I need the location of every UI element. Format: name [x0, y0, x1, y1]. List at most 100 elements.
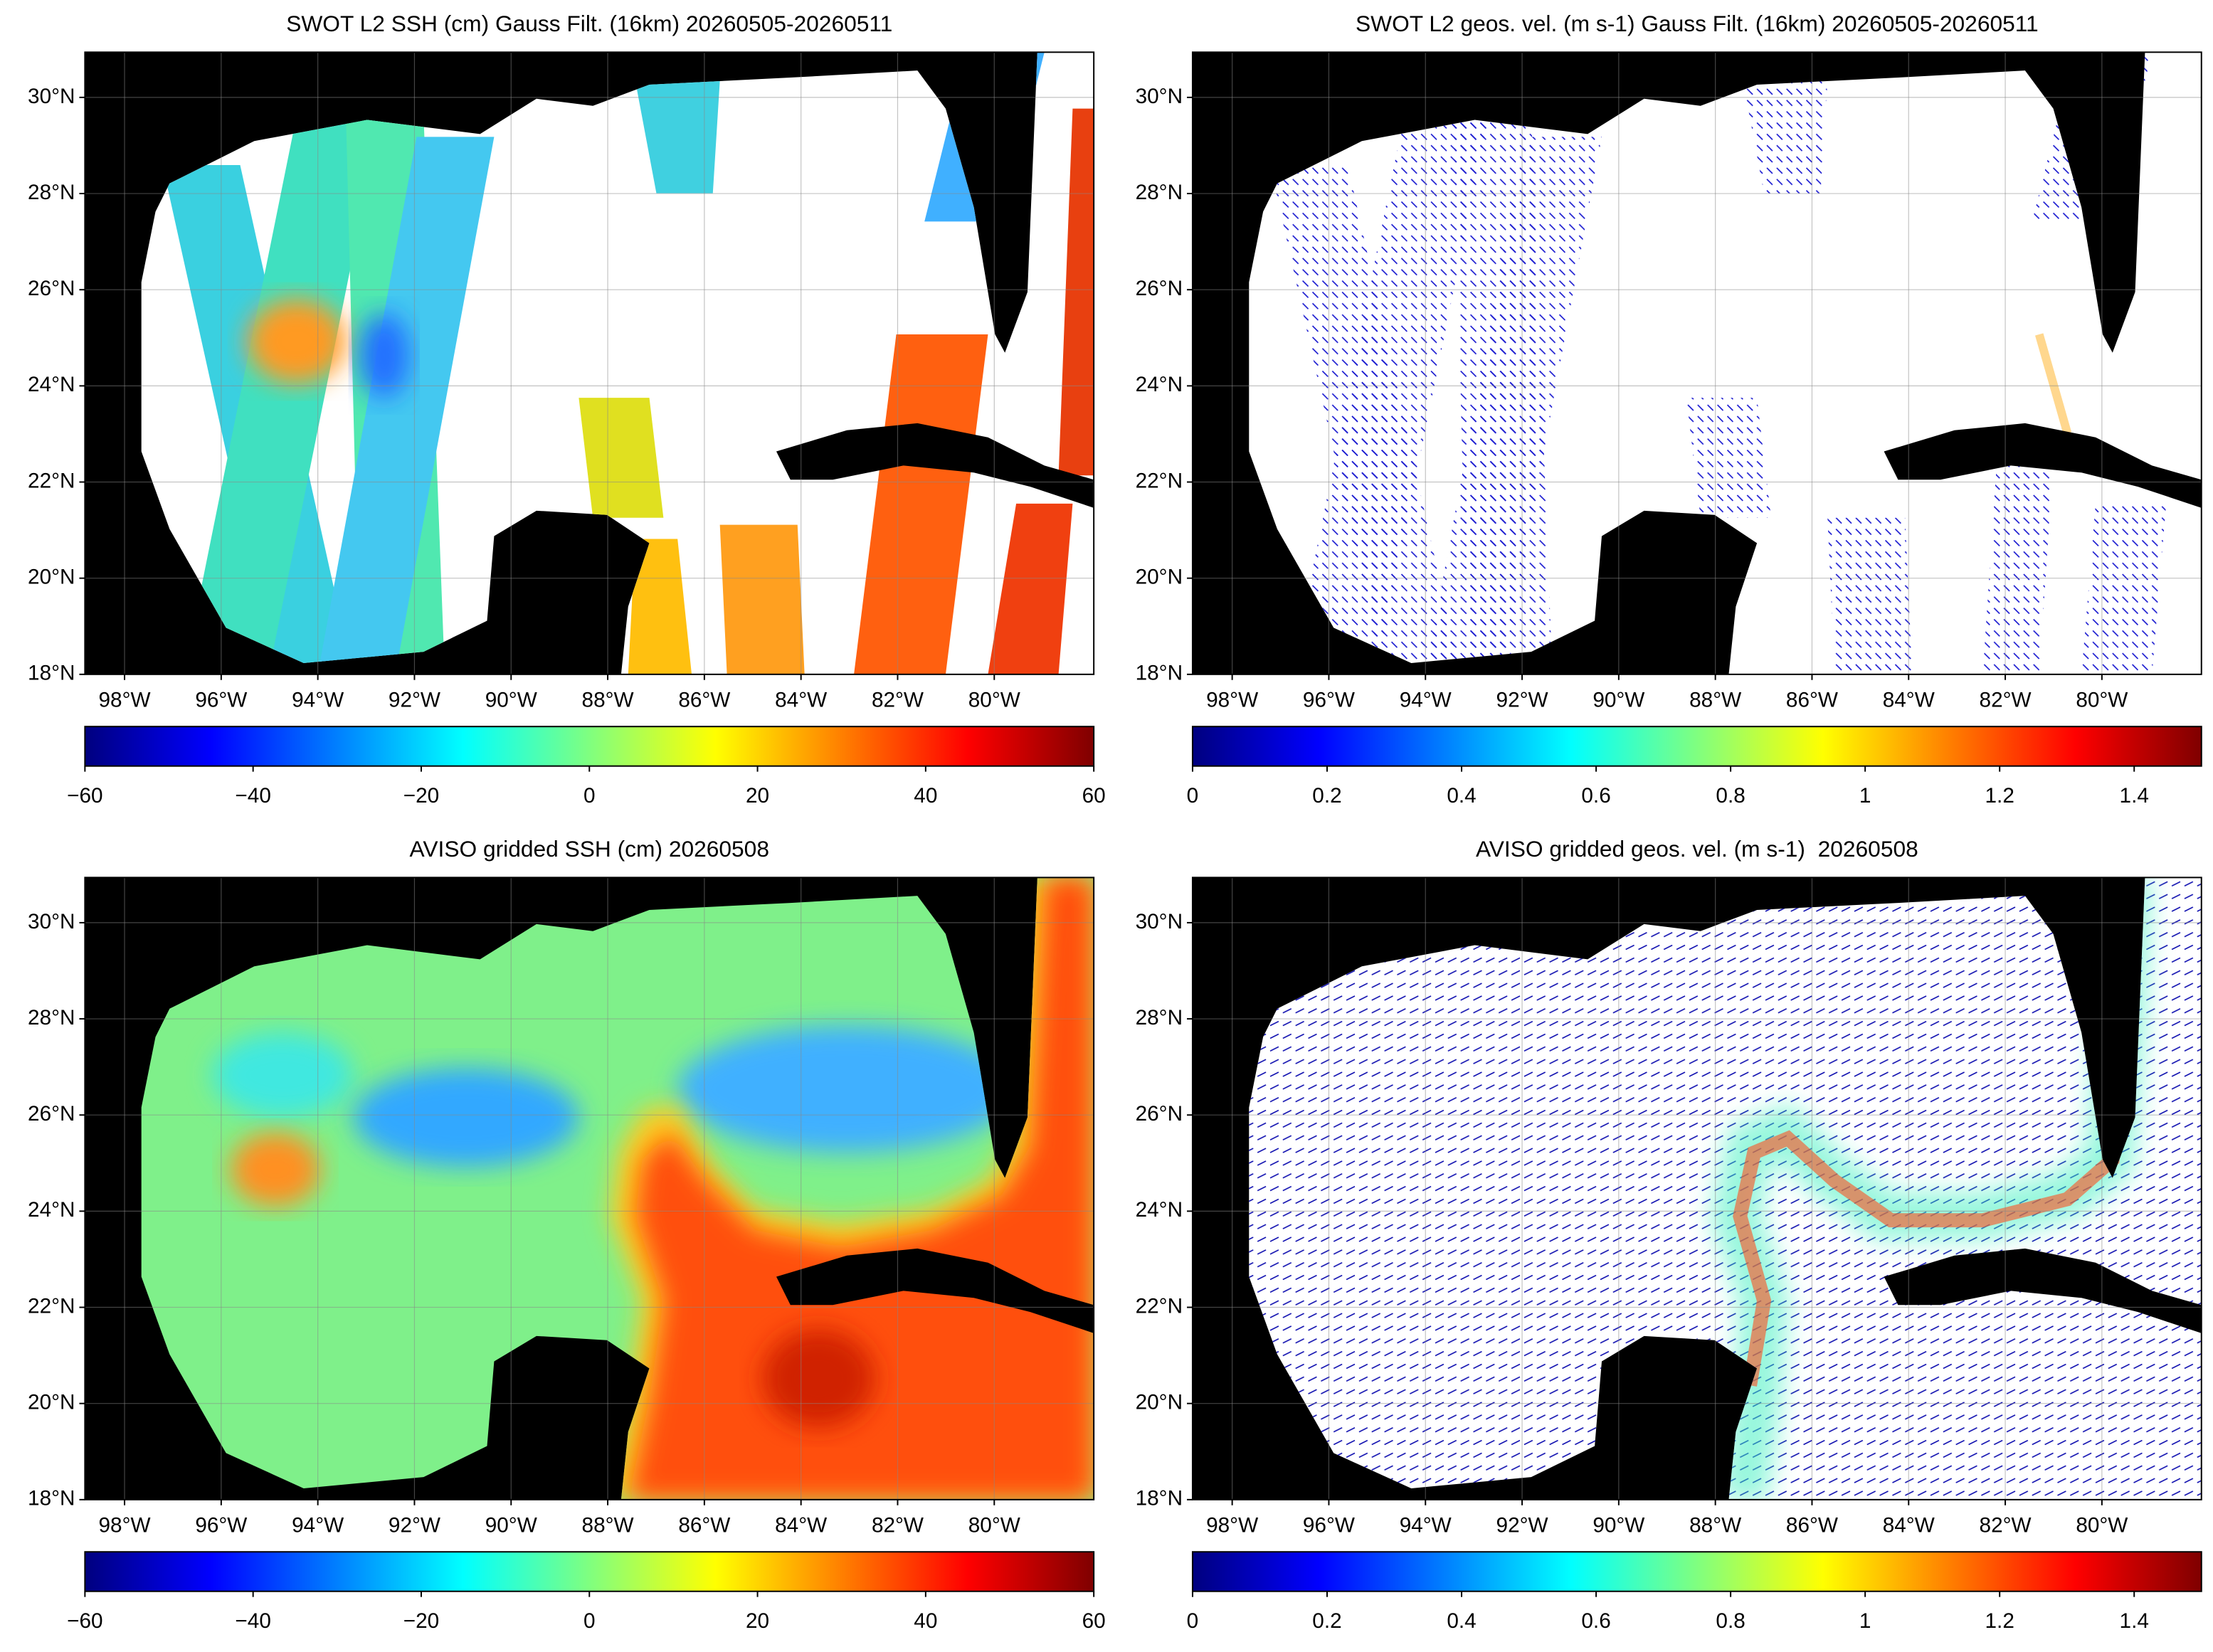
- map-swot-ssh: [85, 52, 1094, 674]
- x-tick-label: 98°W: [1206, 1513, 1258, 1537]
- colorbar-tick-label: −20: [403, 784, 439, 808]
- colorbar-tick-label: −60: [67, 1609, 102, 1633]
- x-tick-label: 94°W: [1400, 1513, 1452, 1537]
- panel-title: AVISO gridded geos. vel. (m s-1) 2026050…: [1476, 836, 1918, 862]
- colorbar-tick-label: 0.6: [1581, 784, 1610, 808]
- swaths: [162, 52, 1094, 674]
- x-tick-label: 90°W: [1593, 1513, 1644, 1537]
- map-frame: [1191, 51, 2202, 675]
- x-tick-label: 92°W: [389, 1513, 440, 1537]
- y-tick-label: 30°N: [1136, 85, 1183, 108]
- colorbar-tick-label: 40: [914, 784, 937, 808]
- y-tick-label: 20°N: [28, 566, 75, 589]
- x-tick-label: 86°W: [1786, 688, 1838, 711]
- x-tick-label: 96°W: [1303, 1513, 1355, 1537]
- y-tick-label: 22°N: [28, 469, 75, 492]
- y-tick-label: 28°N: [28, 181, 75, 204]
- map-frame: [1191, 877, 2202, 1500]
- x-tick-label: 80°W: [968, 688, 1020, 711]
- x-tick-label: 86°W: [1786, 1513, 1838, 1537]
- colorbar: [1191, 726, 2202, 767]
- colorbar: [84, 726, 1095, 767]
- x-tick-label: 82°W: [872, 688, 924, 711]
- y-tick-label: 18°N: [1136, 662, 1183, 685]
- y-tick-label: 28°N: [1136, 181, 1183, 204]
- colorbar-tick-label: 0.4: [1447, 1609, 1476, 1633]
- y-tick-label: 24°N: [1136, 1198, 1183, 1222]
- x-tick-label: 82°W: [872, 1513, 924, 1537]
- colorbar-tick-label: −40: [235, 1609, 270, 1633]
- map-swot-velocity: [1192, 52, 2202, 674]
- y-tick-label: 24°N: [28, 1198, 75, 1222]
- y-tick-label: 22°N: [28, 1294, 75, 1318]
- x-tick-label: 96°W: [195, 688, 247, 711]
- colorbar-tick-label: 0: [583, 784, 596, 808]
- map-aviso-velocity: [1192, 877, 2202, 1500]
- y-tick-label: 26°N: [1136, 277, 1183, 300]
- y-tick-label: 20°N: [28, 1391, 75, 1414]
- colorbar-tick-label: 0.2: [1312, 784, 1341, 808]
- colorbar-tick-label: 0: [583, 1609, 596, 1633]
- colorbar-tick-label: 0.8: [1716, 784, 1745, 808]
- colorbar-tick-label: −40: [235, 784, 270, 808]
- y-tick-label: 24°N: [28, 373, 75, 396]
- map-frame: [84, 51, 1095, 675]
- y-tick-label: 28°N: [1136, 1006, 1183, 1029]
- y-tick-label: 22°N: [1136, 1294, 1183, 1318]
- x-tick-label: 82°W: [1980, 688, 2032, 711]
- colorbar-tick-label: 1.2: [1985, 1609, 2014, 1633]
- x-tick-label: 84°W: [775, 1513, 827, 1537]
- colorbar-tick-label: −60: [67, 784, 102, 808]
- x-tick-label: 98°W: [1206, 688, 1258, 711]
- colorbar-tick-label: 1: [1859, 784, 1871, 808]
- x-tick-label: 86°W: [678, 1513, 730, 1537]
- x-tick-label: 84°W: [775, 688, 827, 711]
- y-tick-label: 20°N: [1136, 566, 1183, 589]
- colorbar-tick-label: 60: [1082, 1609, 1106, 1633]
- colorbar-tick-label: 20: [746, 1609, 769, 1633]
- colorbar-tick-label: 0.2: [1312, 1609, 1341, 1633]
- x-tick-label: 88°W: [1689, 1513, 1741, 1537]
- x-tick-label: 82°W: [1980, 1513, 2032, 1537]
- x-tick-label: 80°W: [2076, 688, 2128, 711]
- map-aviso-ssh: [85, 877, 1094, 1500]
- panel-title: SWOT L2 SSH (cm) Gauss Filt. (16km) 2026…: [286, 11, 892, 36]
- colorbar-tick-label: 0.8: [1716, 1609, 1745, 1633]
- y-tick-label: 28°N: [28, 1006, 75, 1029]
- map-frame: [84, 877, 1095, 1500]
- x-tick-label: 96°W: [1303, 688, 1355, 711]
- x-tick-label: 90°W: [1593, 688, 1644, 711]
- x-tick-label: 84°W: [1883, 1513, 1935, 1537]
- x-tick-label: 86°W: [678, 688, 730, 711]
- colorbar-tick-label: 1.4: [2120, 784, 2149, 808]
- x-tick-label: 90°W: [485, 688, 537, 711]
- colorbar-tick-label: −20: [403, 1609, 439, 1633]
- x-tick-label: 94°W: [1400, 688, 1452, 711]
- x-tick-label: 94°W: [292, 688, 344, 711]
- y-tick-label: 30°N: [28, 910, 75, 933]
- colorbar: [1191, 1551, 2202, 1592]
- colorbar-tick-label: 20: [746, 784, 769, 808]
- y-tick-label: 18°N: [1136, 1487, 1183, 1510]
- x-tick-label: 84°W: [1883, 688, 1935, 711]
- x-tick-label: 94°W: [292, 1513, 344, 1537]
- x-tick-label: 90°W: [485, 1513, 537, 1537]
- y-tick-label: 26°N: [1136, 1102, 1183, 1126]
- x-tick-label: 88°W: [582, 688, 634, 711]
- y-tick-label: 22°N: [1136, 469, 1183, 492]
- panel-title: SWOT L2 geos. vel. (m s-1) Gauss Filt. (…: [1356, 11, 2039, 36]
- y-tick-label: 26°N: [28, 277, 75, 300]
- colorbar-tick-label: 40: [914, 1609, 937, 1633]
- x-tick-label: 92°W: [389, 688, 440, 711]
- x-tick-label: 80°W: [968, 1513, 1020, 1537]
- colorbar-tick-label: 0: [1187, 1609, 1199, 1633]
- colorbar: [84, 1551, 1095, 1592]
- x-tick-label: 96°W: [195, 1513, 247, 1537]
- x-tick-label: 80°W: [2076, 1513, 2128, 1537]
- x-tick-label: 92°W: [1496, 688, 1548, 711]
- swath-vectors: [1270, 52, 2167, 674]
- colorbar-tick-label: 0.6: [1581, 1609, 1610, 1633]
- colorbar-tick-label: 1.4: [2120, 1609, 2149, 1633]
- y-tick-label: 26°N: [28, 1102, 75, 1126]
